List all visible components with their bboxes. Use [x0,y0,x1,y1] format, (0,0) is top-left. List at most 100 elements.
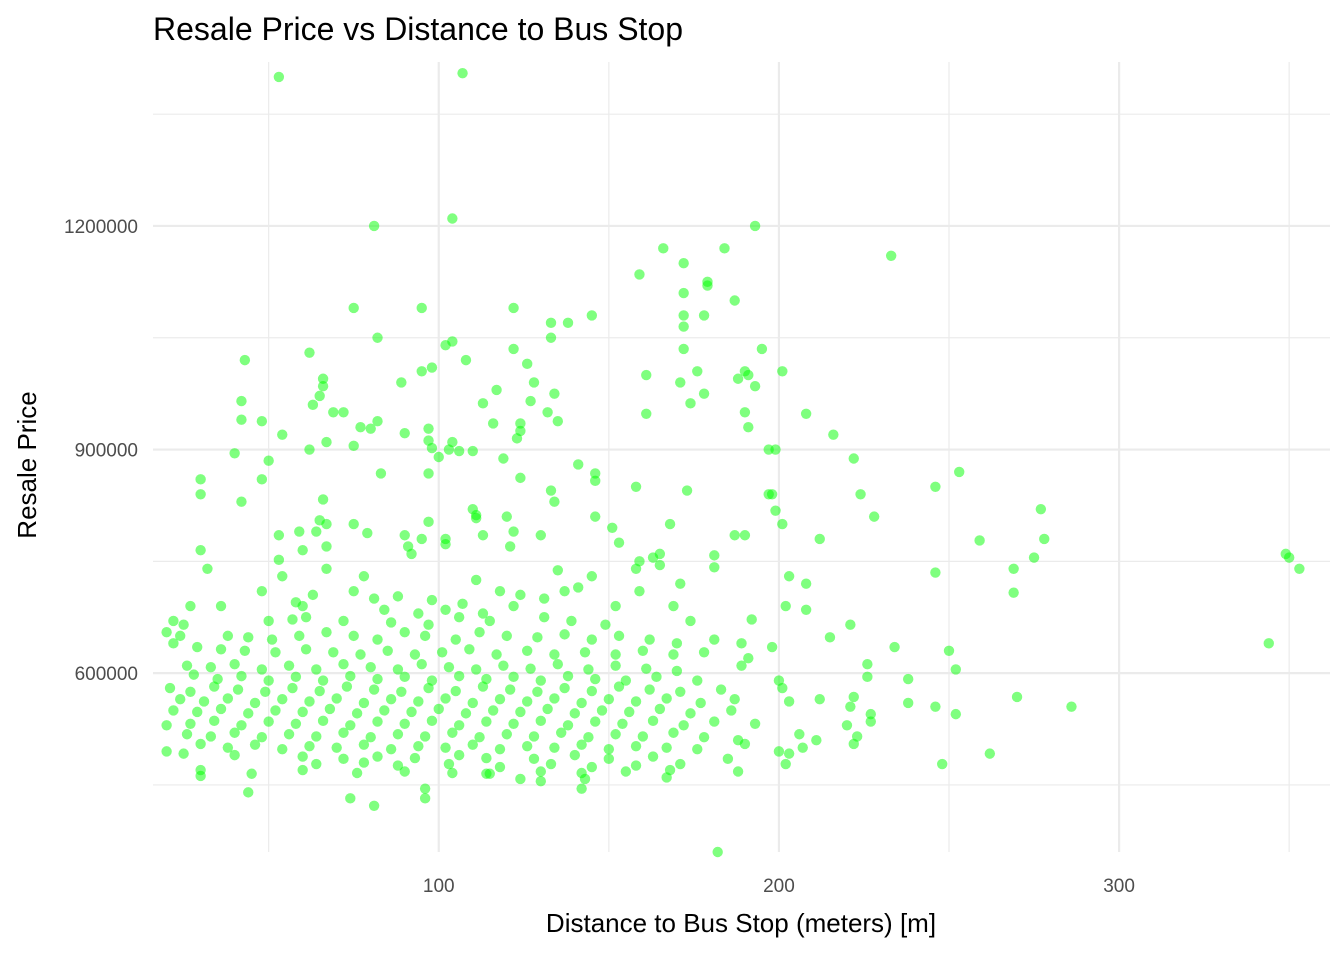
data-point [586,685,598,697]
data-point [641,663,652,674]
data-point [930,481,941,493]
data-point [304,444,315,455]
y-tick-label: 600000 [75,664,138,685]
data-point [528,731,540,742]
data-point [535,766,546,777]
data-point [324,703,336,715]
data-point [487,705,499,716]
data-point [498,660,509,671]
data-point [552,565,564,576]
data-point [338,727,349,738]
data-point [307,589,319,601]
data-point [552,416,564,427]
data-point [749,220,761,232]
data-point [348,302,359,314]
data-point [321,626,332,638]
data-point [423,516,434,528]
data-point [501,511,512,522]
data-point [372,673,383,685]
data-point [634,269,645,280]
data-point [260,686,271,697]
data-point [1008,563,1019,574]
data-point [317,380,329,392]
data-point [464,644,475,655]
data-point [685,708,696,719]
data-point [181,660,193,671]
data-point [613,681,625,692]
data-point [433,451,444,463]
data-point [814,533,825,545]
data-point [1035,503,1047,515]
data-point [528,377,540,388]
data-point [423,423,434,434]
data-point [508,526,519,537]
data-point [950,664,962,675]
data-point [675,377,686,388]
data-point [556,727,567,738]
data-point [607,522,618,534]
data-point [586,761,598,773]
data-point [954,466,965,478]
data-point [304,696,315,707]
data-point [358,739,370,750]
data-point [277,743,288,755]
data-point [586,310,598,321]
data-point [372,416,383,427]
data-point [620,675,632,686]
data-point [814,694,825,705]
data-point [494,743,506,755]
data-point [603,743,615,755]
data-point [630,696,642,707]
y-tick-label: 900000 [75,441,138,462]
data-point [647,715,659,727]
data-point [678,258,689,269]
data-point [185,718,196,730]
data-point [930,567,941,578]
data-point [743,369,754,381]
data-point [800,578,812,589]
data-point [416,366,427,377]
data-point [780,758,791,770]
data-point [209,681,220,692]
data-point [467,697,478,709]
data-point [358,571,370,582]
data-point [579,773,591,785]
data-point [579,647,591,658]
data-point [549,649,560,660]
data-point [889,641,900,653]
data-point [161,720,172,731]
data-point [317,373,329,384]
data-point [372,634,383,645]
data-point [222,742,234,753]
data-point [528,753,540,765]
data-point [311,664,322,675]
data-point [586,634,598,645]
data-point [709,634,720,645]
data-point [168,638,179,649]
data-point [855,489,866,500]
data-point [515,418,526,429]
data-point [239,645,251,656]
data-point [195,474,206,485]
data-point [508,671,519,683]
data-point [317,494,329,505]
data-point [709,562,720,573]
data-point [297,600,308,612]
data-point [365,732,376,743]
data-point [498,453,509,464]
data-point [613,630,625,642]
data-point [399,626,410,638]
data-point [195,544,206,556]
data-point [345,670,356,682]
data-point [777,366,788,377]
data-point [379,604,390,615]
data-point [732,766,744,777]
data-point [178,748,189,759]
data-point [641,408,652,419]
data-point [311,526,322,537]
data-point [749,718,761,730]
data-point [222,693,234,704]
data-point [613,537,625,548]
data-point [385,617,397,628]
data-point [379,705,390,716]
